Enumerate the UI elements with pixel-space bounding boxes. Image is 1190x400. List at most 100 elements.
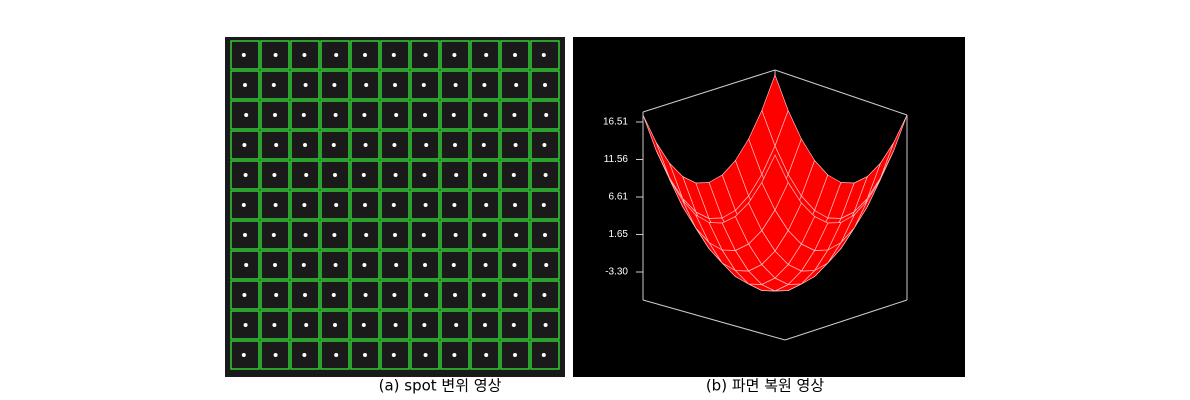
axis-line bbox=[774, 69, 908, 116]
spot bbox=[334, 353, 339, 357]
spot bbox=[482, 83, 487, 87]
spot bbox=[541, 53, 546, 57]
spot bbox=[243, 323, 248, 327]
spot bbox=[483, 263, 488, 267]
spot bbox=[513, 53, 517, 57]
spot bbox=[362, 263, 367, 267]
sub-aperture bbox=[380, 220, 410, 250]
sub-aperture bbox=[380, 280, 410, 310]
sub-aperture bbox=[290, 130, 320, 160]
sub-aperture bbox=[350, 220, 380, 250]
sub-aperture bbox=[260, 340, 290, 370]
spot bbox=[424, 143, 429, 147]
sub-aperture bbox=[380, 310, 410, 340]
sub-aperture bbox=[230, 40, 260, 70]
spot bbox=[511, 173, 516, 177]
spot bbox=[514, 233, 519, 237]
spot bbox=[273, 263, 277, 267]
sub-aperture bbox=[380, 190, 410, 220]
caption-a: (a) spot 변위 영상 bbox=[379, 377, 502, 395]
spot bbox=[453, 233, 458, 237]
spot bbox=[453, 293, 457, 297]
spot bbox=[454, 173, 459, 177]
spot bbox=[513, 353, 517, 357]
spot bbox=[391, 353, 396, 357]
sub-aperture bbox=[230, 310, 260, 340]
sub-aperture bbox=[530, 100, 560, 130]
sub-aperture bbox=[260, 220, 290, 250]
spot bbox=[302, 203, 307, 207]
z-tick-label: 1.65 bbox=[609, 229, 629, 240]
sub-aperture bbox=[230, 130, 260, 160]
spot bbox=[273, 203, 278, 207]
spot bbox=[481, 293, 486, 297]
sub-aperture bbox=[440, 130, 470, 160]
sub-aperture bbox=[290, 40, 320, 70]
sub-aperture bbox=[470, 220, 500, 250]
sub-aperture bbox=[530, 160, 560, 190]
spot bbox=[542, 143, 547, 147]
spot bbox=[301, 113, 306, 117]
spot bbox=[481, 143, 486, 147]
spot bbox=[303, 143, 307, 147]
spot bbox=[303, 83, 308, 87]
sub-aperture bbox=[530, 70, 560, 100]
spot bbox=[421, 83, 426, 87]
sub-aperture bbox=[230, 160, 260, 190]
spot bbox=[541, 353, 546, 357]
sub-aperture bbox=[290, 70, 320, 100]
spot bbox=[393, 323, 398, 327]
sub-aperture bbox=[320, 100, 350, 130]
sub-aperture bbox=[320, 310, 350, 340]
spot bbox=[364, 233, 369, 237]
surface-plot: 16.51 11.56 6.61 1.65 -3.30 bbox=[603, 69, 908, 341]
sub-aperture bbox=[380, 40, 410, 70]
sub-aperture bbox=[470, 190, 500, 220]
sub-aperture bbox=[410, 40, 440, 70]
sub-aperture bbox=[380, 70, 410, 100]
spot bbox=[512, 113, 517, 117]
sub-aperture bbox=[530, 340, 560, 370]
axis-line bbox=[784, 299, 908, 341]
spot bbox=[514, 83, 519, 87]
spot bbox=[272, 173, 277, 177]
spot bbox=[331, 143, 336, 147]
spot bbox=[452, 203, 457, 207]
sub-aperture bbox=[350, 190, 380, 220]
spot bbox=[451, 113, 456, 117]
spot bbox=[454, 323, 459, 327]
sub-aperture bbox=[230, 190, 260, 220]
spot-image bbox=[225, 37, 565, 377]
spot bbox=[363, 53, 367, 57]
sub-aperture bbox=[320, 340, 350, 370]
spot bbox=[484, 203, 489, 207]
sub-aperture bbox=[230, 250, 260, 280]
spot bbox=[513, 203, 517, 207]
spot bbox=[302, 353, 307, 357]
spot bbox=[272, 323, 277, 327]
sub-aperture bbox=[440, 310, 470, 340]
sub-aperture bbox=[290, 340, 320, 370]
spot bbox=[271, 233, 276, 237]
spot bbox=[422, 173, 427, 177]
sub-aperture bbox=[320, 40, 350, 70]
axis-line bbox=[642, 69, 776, 113]
surface-patch bbox=[761, 154, 789, 211]
sub-aperture bbox=[350, 340, 380, 370]
spot bbox=[304, 323, 309, 327]
spot bbox=[332, 233, 337, 237]
spot bbox=[271, 83, 276, 87]
spot bbox=[273, 113, 277, 117]
sub-aperture bbox=[410, 70, 440, 100]
spot bbox=[421, 233, 426, 237]
sub-aperture bbox=[500, 280, 530, 310]
sub-aperture bbox=[350, 280, 380, 310]
spot bbox=[453, 83, 458, 87]
sub-aperture bbox=[470, 130, 500, 160]
spot bbox=[363, 353, 367, 357]
sub-aperture bbox=[350, 70, 380, 100]
sub-aperture bbox=[500, 340, 530, 370]
spot bbox=[483, 173, 487, 177]
spot bbox=[241, 53, 246, 57]
spot bbox=[512, 263, 517, 267]
